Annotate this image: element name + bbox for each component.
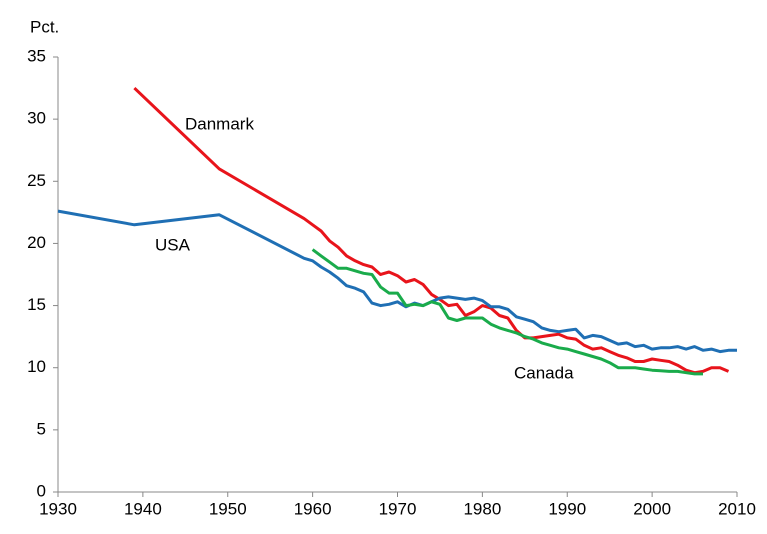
y-tick-label: 5	[37, 419, 46, 438]
y-tick-label: 10	[27, 357, 46, 376]
x-tick-label: 1930	[39, 499, 77, 518]
y-tick-label: 20	[27, 233, 46, 252]
x-tick-label: 1990	[548, 499, 586, 518]
x-tick-label: 1950	[209, 499, 247, 518]
y-tick-label: 35	[27, 46, 46, 65]
x-tick-label: 1960	[294, 499, 332, 518]
series-label: Canada	[514, 363, 574, 382]
y-tick-label: 15	[27, 295, 46, 314]
series-line	[311, 248, 703, 376]
x-tick-label: 2000	[633, 499, 671, 518]
series-line	[57, 209, 737, 354]
y-tick-label: 25	[27, 171, 46, 190]
x-tick-label: 1940	[124, 499, 162, 518]
x-tick-label: 2010	[718, 499, 756, 518]
y-tick-label: 30	[27, 109, 46, 128]
series-line	[133, 87, 730, 375]
y-axis-label: Pct.	[30, 17, 59, 36]
x-tick-label: 1980	[463, 499, 501, 518]
series-label: Danmark	[185, 114, 254, 133]
y-tick-label: 0	[37, 481, 46, 500]
x-tick-label: 1970	[379, 499, 417, 518]
series-label: USA	[155, 235, 191, 254]
